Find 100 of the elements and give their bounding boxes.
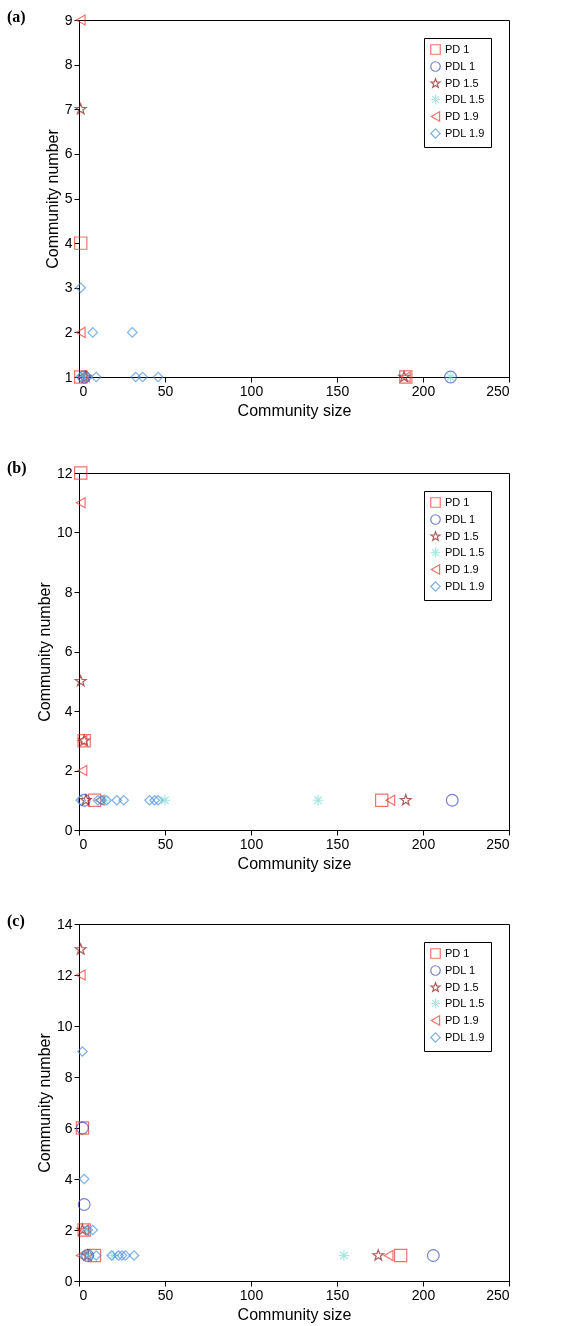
point	[426, 1249, 440, 1262]
y-tick-label: 8	[64, 1068, 73, 1085]
point	[120, 1250, 131, 1261]
y-tick-label: 2	[64, 323, 73, 340]
legend-label: PDL 1.5	[445, 996, 485, 1009]
legend-label: PD 1	[445, 42, 470, 55]
point	[385, 794, 396, 806]
point	[87, 793, 102, 807]
chart-title: (c)	[7, 912, 25, 930]
x-tick-label: 100	[239, 382, 264, 399]
chart-title: (b)	[7, 459, 27, 478]
legend-label: PDL 1	[445, 59, 476, 72]
y-tick-label: 14	[56, 915, 73, 932]
point	[77, 1198, 91, 1211]
point	[144, 794, 155, 806]
point	[74, 943, 87, 955]
point	[78, 1250, 90, 1261]
x-tick-label: 50	[157, 835, 174, 852]
y-tick-label: 4	[64, 1170, 73, 1187]
point	[372, 1249, 385, 1261]
x-tick-label: 100	[239, 1286, 264, 1303]
legend-label: PD 1	[445, 495, 470, 508]
x-tick-label: 50	[157, 382, 174, 399]
legend-label: PDL 1.9	[445, 579, 485, 592]
point	[74, 103, 87, 115]
y-axis-title: Community number	[35, 581, 53, 722]
legend-label: PD 1.5	[445, 529, 479, 542]
point	[399, 794, 412, 806]
point	[75, 969, 86, 981]
x-tick-label: 0	[79, 835, 88, 852]
y-tick-label: 7	[64, 100, 73, 117]
x-tick-label: 200	[411, 382, 436, 399]
x-tick-label: 200	[411, 835, 436, 852]
legend-label: PDL 1.5	[445, 92, 485, 105]
point	[75, 794, 87, 806]
legend-label: PD 1.9	[445, 1013, 479, 1026]
point	[137, 371, 148, 383]
x-tick-label: 250	[486, 1286, 510, 1303]
point	[74, 675, 87, 687]
point	[75, 326, 86, 339]
point	[111, 794, 123, 806]
legend-label: PDL 1	[445, 963, 476, 976]
point	[75, 14, 86, 26]
y-tick-label: 9	[64, 11, 73, 28]
y-tick-label: 2	[64, 762, 73, 778]
x-tick-label: 150	[325, 382, 350, 399]
y-tick-label: 1	[64, 368, 73, 385]
x-tick-label: 150	[325, 835, 350, 852]
point	[130, 371, 142, 383]
point	[375, 793, 389, 807]
y-tick-label: 4	[64, 234, 73, 251]
point	[118, 794, 130, 806]
chart-title: (a)	[7, 7, 26, 26]
x-tick-label: 0	[79, 382, 88, 399]
x-axis-title: Community size	[237, 854, 352, 872]
y-axis-title: Community number	[43, 128, 61, 269]
point	[159, 794, 171, 807]
point	[74, 466, 88, 480]
point	[77, 1046, 88, 1057]
x-tick-label: 150	[325, 1286, 350, 1303]
point	[445, 793, 459, 807]
x-tick-label: 0	[79, 1286, 88, 1303]
point	[113, 1250, 124, 1261]
x-tick-label: 250	[486, 382, 510, 399]
y-tick-label: 4	[64, 702, 73, 719]
x-tick-label: 100	[239, 835, 264, 852]
y-tick-label: 12	[56, 966, 73, 983]
x-axis-title: Community size	[237, 1305, 352, 1323]
y-tick-label: 8	[64, 56, 73, 73]
legend-label: PDL 1.9	[445, 126, 485, 139]
x-tick-label: 50	[157, 1286, 174, 1303]
y-tick-label: 6	[64, 145, 73, 162]
x-tick-label: 200	[411, 1286, 436, 1303]
legend-label: PD 1.5	[445, 76, 479, 89]
y-axis-title: Community number	[35, 1032, 53, 1173]
point	[75, 282, 87, 294]
x-tick-label: 250	[486, 835, 510, 852]
point	[152, 371, 164, 383]
y-tick-label: 0	[64, 821, 73, 838]
point	[128, 1250, 140, 1261]
point	[87, 1224, 99, 1236]
y-tick-label: 5	[64, 190, 73, 206]
y-tick-label: 0	[64, 1272, 73, 1289]
point	[74, 236, 88, 250]
y-tick-label: 6	[64, 1119, 73, 1136]
point	[90, 371, 102, 383]
x-axis-title: Community size	[237, 401, 352, 419]
legend-label: PDL 1.9	[445, 1030, 485, 1043]
point	[87, 327, 99, 338]
point	[75, 497, 86, 509]
legend-label: PD 1.9	[445, 109, 479, 122]
y-tick-label: 6	[64, 643, 73, 659]
y-tick-label: 3	[64, 279, 73, 296]
legend-label: PDL 1	[445, 512, 476, 525]
legend-label: PD 1	[445, 946, 470, 959]
point	[383, 1249, 394, 1262]
legend-label: PD 1.9	[445, 562, 479, 575]
y-tick-label: 12	[56, 464, 73, 481]
point	[116, 1250, 128, 1261]
point	[337, 1249, 350, 1262]
